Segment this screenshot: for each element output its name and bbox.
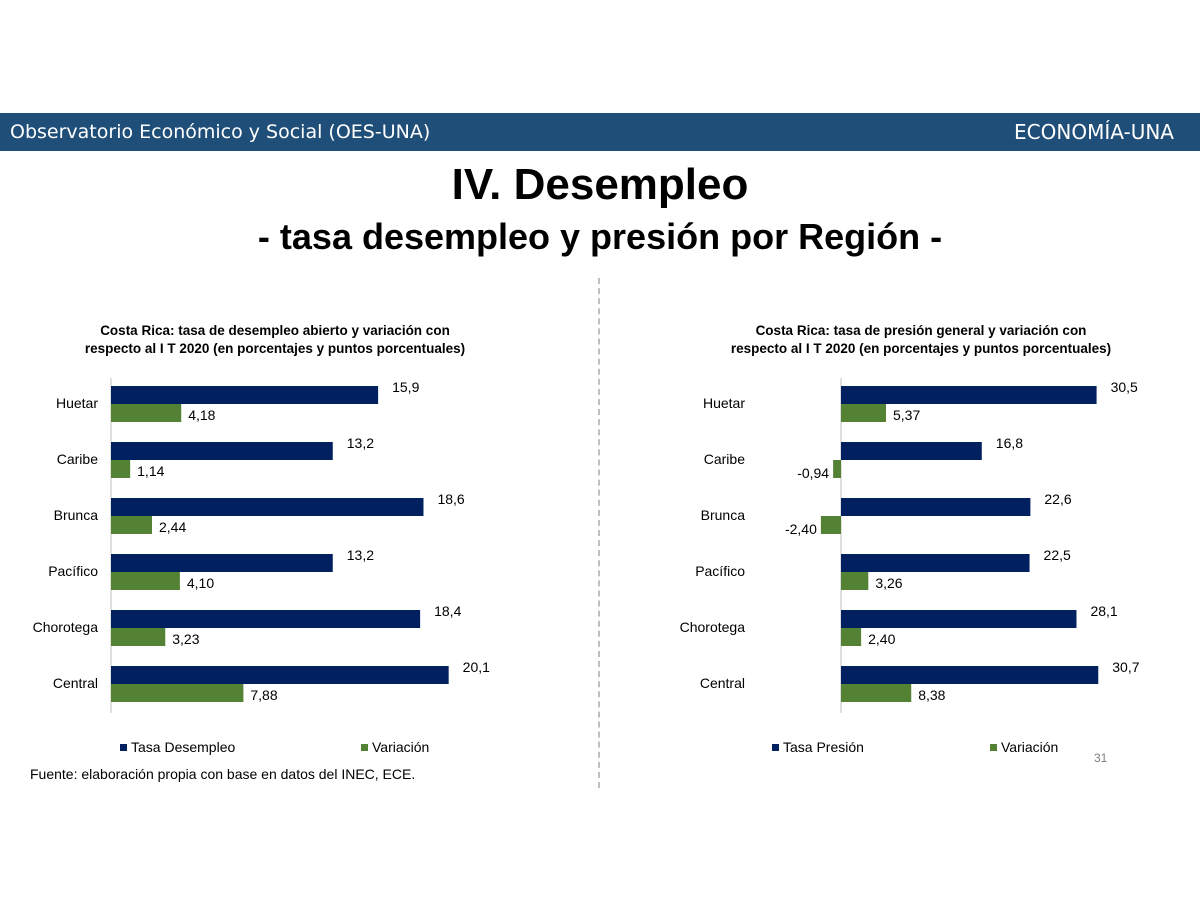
header-org: Observatorio Económico y Social (OES-UNA…	[10, 121, 431, 143]
data-label: 3,26	[875, 575, 902, 591]
category-label: Brunca	[54, 507, 99, 523]
data-label: 18,6	[437, 491, 464, 507]
chart-1-legend-item: Tasa Desempleo	[120, 739, 235, 755]
bar	[111, 460, 131, 478]
legend-swatch	[120, 743, 127, 751]
page-subtitle: - tasa desempleo y presión por Región -	[257, 216, 943, 257]
data-label: 2,44	[159, 519, 186, 535]
bar	[841, 666, 1099, 684]
bar	[841, 404, 887, 422]
chart-divider	[598, 278, 600, 788]
chart-2-legend-item: Variación	[990, 739, 1058, 755]
bar	[841, 684, 912, 702]
data-label: 18,4	[434, 603, 461, 619]
chart-2-title-line: respecto al I T 2020 (en porcentajes y p…	[730, 341, 1112, 356]
bar	[111, 572, 180, 590]
page-title: IV. Desempleo	[451, 160, 749, 209]
chart-1-legend-item: Variación	[361, 739, 429, 755]
data-label: 22,6	[1044, 491, 1071, 507]
bar	[111, 386, 379, 404]
bar	[841, 386, 1097, 404]
bar	[841, 610, 1077, 628]
data-label: 13,2	[347, 547, 374, 563]
legend-label: Tasa Presión	[783, 739, 864, 755]
bar	[841, 554, 1030, 572]
data-label: 15,9	[392, 379, 419, 395]
data-label: 4,18	[188, 407, 215, 423]
bar	[111, 554, 333, 572]
source-note: Fuente: elaboración propia con base en d…	[30, 766, 416, 782]
data-label: 22,5	[1044, 547, 1071, 563]
legend-swatch	[990, 743, 997, 751]
data-label: 20,1	[463, 659, 490, 675]
bar	[111, 628, 166, 646]
data-label: 5,37	[893, 407, 920, 423]
category-label: Central	[53, 675, 98, 691]
category-label: Chorotega	[680, 619, 746, 635]
chart-1: Huetar 15,9 4,18 Caribe 13,2 1,14 Brunca 18,6 2,…	[33, 378, 490, 713]
bar	[111, 498, 424, 516]
category-label: Chorotega	[33, 619, 99, 635]
category-label: Central	[700, 675, 745, 691]
chart-1-title-line: Costa Rica: tasa de desempleo abierto y …	[100, 323, 450, 338]
bar	[841, 498, 1031, 516]
bar	[111, 516, 152, 534]
header-brand: ECONOMÍA-UNA	[1014, 120, 1174, 144]
category-label: Huetar	[703, 395, 745, 411]
category-label: Huetar	[56, 395, 98, 411]
data-label: -0,94	[797, 465, 829, 481]
bar	[841, 572, 869, 590]
data-label: 30,7	[1112, 659, 1139, 675]
data-label: -2,40	[785, 521, 817, 537]
category-label: Brunca	[701, 507, 746, 523]
data-label: 4,10	[187, 575, 214, 591]
bar	[111, 404, 182, 422]
legend-label: Tasa Desempleo	[131, 739, 236, 755]
bar	[833, 460, 841, 478]
bar	[111, 684, 244, 702]
data-label: 7,88	[250, 687, 277, 703]
category-label: Caribe	[57, 451, 98, 467]
chart-2-title-line: Costa Rica: tasa de presión general y va…	[755, 323, 1087, 338]
data-label: 13,2	[347, 435, 374, 451]
chart-1-title-line: respecto al I T 2020 (en porcentajes y p…	[84, 341, 466, 356]
data-label: 1,14	[137, 463, 164, 479]
page-number: 31	[1094, 751, 1108, 765]
data-label: 3,23	[172, 631, 199, 647]
legend-label: Variación	[372, 739, 430, 755]
bar	[820, 516, 841, 534]
legend-swatch	[361, 743, 368, 751]
chart-2-legend-item: Tasa Presión	[772, 739, 864, 755]
data-label: 30,5	[1111, 379, 1138, 395]
chart-2-title: Costa Rica: tasa de presión general y va…	[676, 322, 1166, 358]
data-label: 28,1	[1090, 603, 1117, 619]
header-banner: Observatorio Económico y Social (OES-UNA…	[0, 113, 1200, 151]
data-label: 16,8	[996, 435, 1023, 451]
data-label: 2,40	[868, 631, 895, 647]
bar	[111, 666, 449, 684]
category-label: Pacífico	[48, 563, 98, 579]
category-label: Caribe	[704, 451, 745, 467]
legend-swatch	[772, 743, 779, 751]
data-label: 8,38	[918, 687, 945, 703]
category-label: Pacífico	[695, 563, 745, 579]
bar	[841, 628, 862, 646]
legend-label: Variación	[1001, 739, 1059, 755]
bar	[111, 610, 421, 628]
bar	[111, 442, 333, 460]
chart-1-title: Costa Rica: tasa de desempleo abierto y …	[30, 322, 520, 358]
bar	[841, 442, 982, 460]
